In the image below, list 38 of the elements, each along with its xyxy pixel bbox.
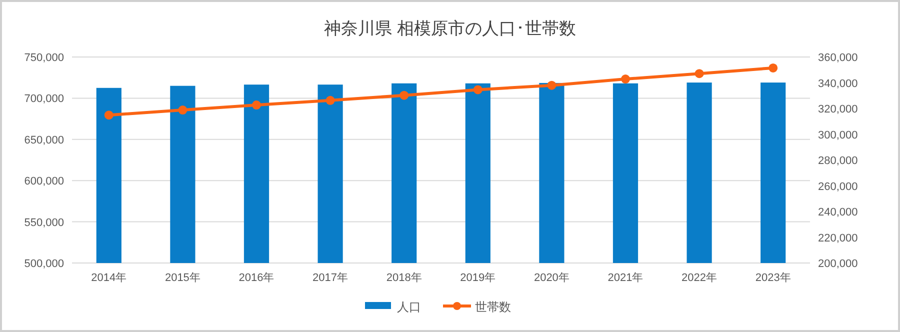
x-tick-label: 2017年 — [312, 272, 348, 284]
legend-label: 人口 — [397, 300, 421, 314]
y2-tick-label: 320,000 — [818, 104, 858, 116]
x-tick-label: 2015年 — [164, 272, 200, 284]
point — [694, 69, 704, 78]
y-tick-label: 550,000 — [24, 216, 64, 229]
x-tick-label: 2021年 — [608, 272, 644, 284]
point — [768, 63, 778, 72]
point — [621, 74, 630, 84]
x-tick-label: 2019年 — [460, 272, 496, 284]
x-tick-label: 2014年 — [91, 272, 127, 284]
y-tick-label: 650,000 — [24, 134, 64, 146]
x-tick-label: 2016年 — [238, 272, 274, 284]
point — [178, 106, 188, 115]
y-tick-label: 600,000 — [24, 176, 64, 188]
point — [400, 90, 409, 100]
y2-tick-label: 360,000 — [818, 52, 858, 64]
y2-tick-label: 280,000 — [818, 155, 858, 167]
y2-tick-label: 300,000 — [818, 129, 858, 142]
y-tick-label: 500,000 — [24, 258, 64, 270]
point — [104, 110, 114, 120]
point — [547, 80, 556, 90]
point — [473, 85, 482, 94]
x-tick-label: 2023年 — [755, 272, 791, 284]
y2-tick-label: 260,000 — [818, 180, 858, 193]
y2-tick-label: 340,000 — [818, 78, 858, 90]
point — [326, 96, 335, 105]
x-tick-label: 2020年 — [534, 272, 570, 284]
y2-tick-label: 200,000 — [818, 258, 858, 270]
point — [252, 100, 261, 110]
chart-title: 神奈川県 相模原市の人口･世帯数 — [324, 19, 576, 38]
x-tick-label: 2018年 — [386, 272, 422, 284]
legend-label: 世帯数 — [475, 300, 511, 314]
y2-tick-label: 240,000 — [818, 206, 858, 218]
y2-tick-label: 220,000 — [818, 232, 858, 244]
y-tick-label: 750,000 — [24, 52, 64, 64]
x-tick-label: 2022年 — [682, 272, 718, 284]
y-tick-label: 700,000 — [24, 93, 64, 106]
